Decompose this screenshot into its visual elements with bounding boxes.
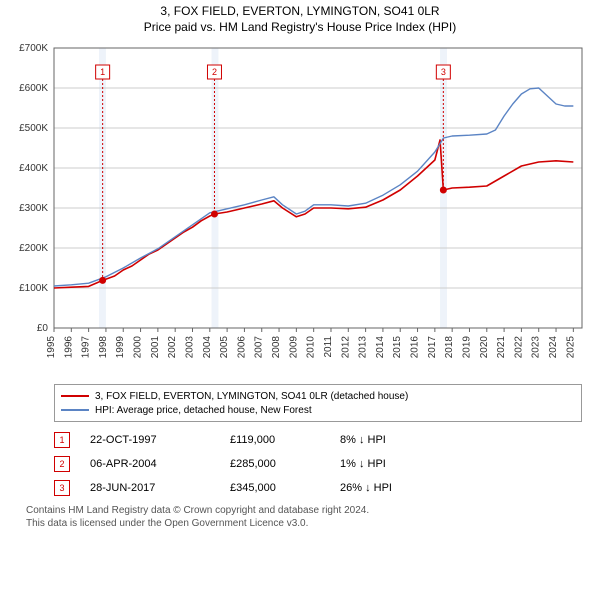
x-tick-label: 1998 <box>98 336 109 359</box>
sale-date: 06-APR-2004 <box>90 458 210 470</box>
x-tick-label: 2000 <box>133 336 144 359</box>
x-tick-label: 2025 <box>565 336 576 359</box>
x-tick-label: 2007 <box>254 336 265 359</box>
footnote-line: This data is licensed under the Open Gov… <box>26 517 582 530</box>
sale-row: 3 28-JUN-2017 £345,000 26% ↓ HPI <box>54 476 582 500</box>
x-tick-label: 2006 <box>236 336 247 359</box>
series-price_paid <box>54 140 573 288</box>
legend-item: HPI: Average price, detached house, New … <box>61 403 575 417</box>
x-tick-label: 1996 <box>63 336 74 359</box>
x-tick-label: 1997 <box>81 336 92 359</box>
legend-swatch <box>61 395 89 397</box>
sale-diff: 8% ↓ HPI <box>340 434 450 446</box>
sale-marker-dot <box>99 277 106 284</box>
series-hpi <box>54 88 573 286</box>
y-tick-label: £200K <box>19 243 48 254</box>
sale-marker-number: 1 <box>100 67 105 77</box>
legend-label: 3, FOX FIELD, EVERTON, LYMINGTON, SO41 0… <box>95 391 408 402</box>
y-tick-label: £100K <box>19 283 48 294</box>
plot-border <box>54 48 582 328</box>
sale-price: £285,000 <box>230 458 320 470</box>
highlight-band <box>212 48 219 328</box>
x-tick-label: 2005 <box>219 336 230 359</box>
x-tick-label: 2016 <box>410 336 421 359</box>
footnote: Contains HM Land Registry data © Crown c… <box>26 504 582 530</box>
sale-row: 2 06-APR-2004 £285,000 1% ↓ HPI <box>54 452 582 476</box>
legend-swatch <box>61 409 89 411</box>
x-tick-label: 2011 <box>323 336 334 358</box>
sale-row: 1 22-OCT-1997 £119,000 8% ↓ HPI <box>54 428 582 452</box>
sales-table: 1 22-OCT-1997 £119,000 8% ↓ HPI 2 06-APR-2004… <box>54 428 582 500</box>
sale-badge: 2 <box>54 456 70 472</box>
x-tick-label: 2018 <box>444 336 455 359</box>
sale-price: £345,000 <box>230 482 320 494</box>
x-tick-label: 2014 <box>375 336 386 359</box>
sale-date: 22-OCT-1997 <box>90 434 210 446</box>
price-chart: £0 £100K £200K £300K £400K £500K £600K £700K 199… <box>0 40 600 380</box>
x-tick-label: 2012 <box>340 336 351 359</box>
footnote-line: Contains HM Land Registry data © Crown c… <box>26 504 582 517</box>
y-tick-label: £500K <box>19 123 48 134</box>
y-tick-label: £400K <box>19 163 48 174</box>
x-tick-label: 2017 <box>427 336 438 359</box>
legend: 3, FOX FIELD, EVERTON, LYMINGTON, SO41 0… <box>54 384 582 422</box>
x-tick-label: 2001 <box>150 336 161 359</box>
x-tick-label: 2003 <box>184 336 195 359</box>
x-tick-label: 2015 <box>392 336 403 359</box>
chart-title: 3, FOX FIELD, EVERTON, LYMINGTON, SO41 0… <box>0 4 600 18</box>
chart-container: 3, FOX FIELD, EVERTON, LYMINGTON, SO41 0… <box>0 4 600 594</box>
chart-subtitle: Price paid vs. HM Land Registry's House … <box>0 20 600 34</box>
sale-date: 28-JUN-2017 <box>90 482 210 494</box>
legend-item: 3, FOX FIELD, EVERTON, LYMINGTON, SO41 0… <box>61 389 575 403</box>
x-tick-label: 2009 <box>288 336 299 359</box>
sale-price: £119,000 <box>230 434 320 446</box>
sale-diff: 26% ↓ HPI <box>340 482 450 494</box>
x-tick-label: 2010 <box>306 336 317 359</box>
x-tick-label: 2021 <box>496 336 507 359</box>
x-tick-label: 2022 <box>513 336 524 359</box>
x-tick-label: 2013 <box>358 336 369 359</box>
x-tick-label: 2020 <box>479 336 490 359</box>
sale-badge: 1 <box>54 432 70 448</box>
sale-badge: 3 <box>54 480 70 496</box>
x-tick-label: 2004 <box>202 336 213 359</box>
x-tick-label: 1999 <box>115 336 126 359</box>
legend-label: HPI: Average price, detached house, New … <box>95 405 312 416</box>
y-tick-label: £0 <box>37 323 49 334</box>
x-tick-label: 2008 <box>271 336 282 359</box>
x-tick-label: 2024 <box>548 336 559 359</box>
sale-marker-dot <box>440 187 447 194</box>
sale-marker-number: 3 <box>441 67 446 77</box>
x-tick-label: 2019 <box>461 336 472 359</box>
x-tick-label: 2023 <box>531 336 542 359</box>
sale-marker-dot <box>211 211 218 218</box>
y-tick-label: £300K <box>19 203 48 214</box>
sale-marker-number: 2 <box>212 67 217 77</box>
x-tick-label: 1995 <box>46 336 57 359</box>
y-tick-label: £700K <box>19 43 48 54</box>
sale-diff: 1% ↓ HPI <box>340 458 450 470</box>
x-tick-label: 2002 <box>167 336 178 359</box>
y-tick-label: £600K <box>19 83 48 94</box>
